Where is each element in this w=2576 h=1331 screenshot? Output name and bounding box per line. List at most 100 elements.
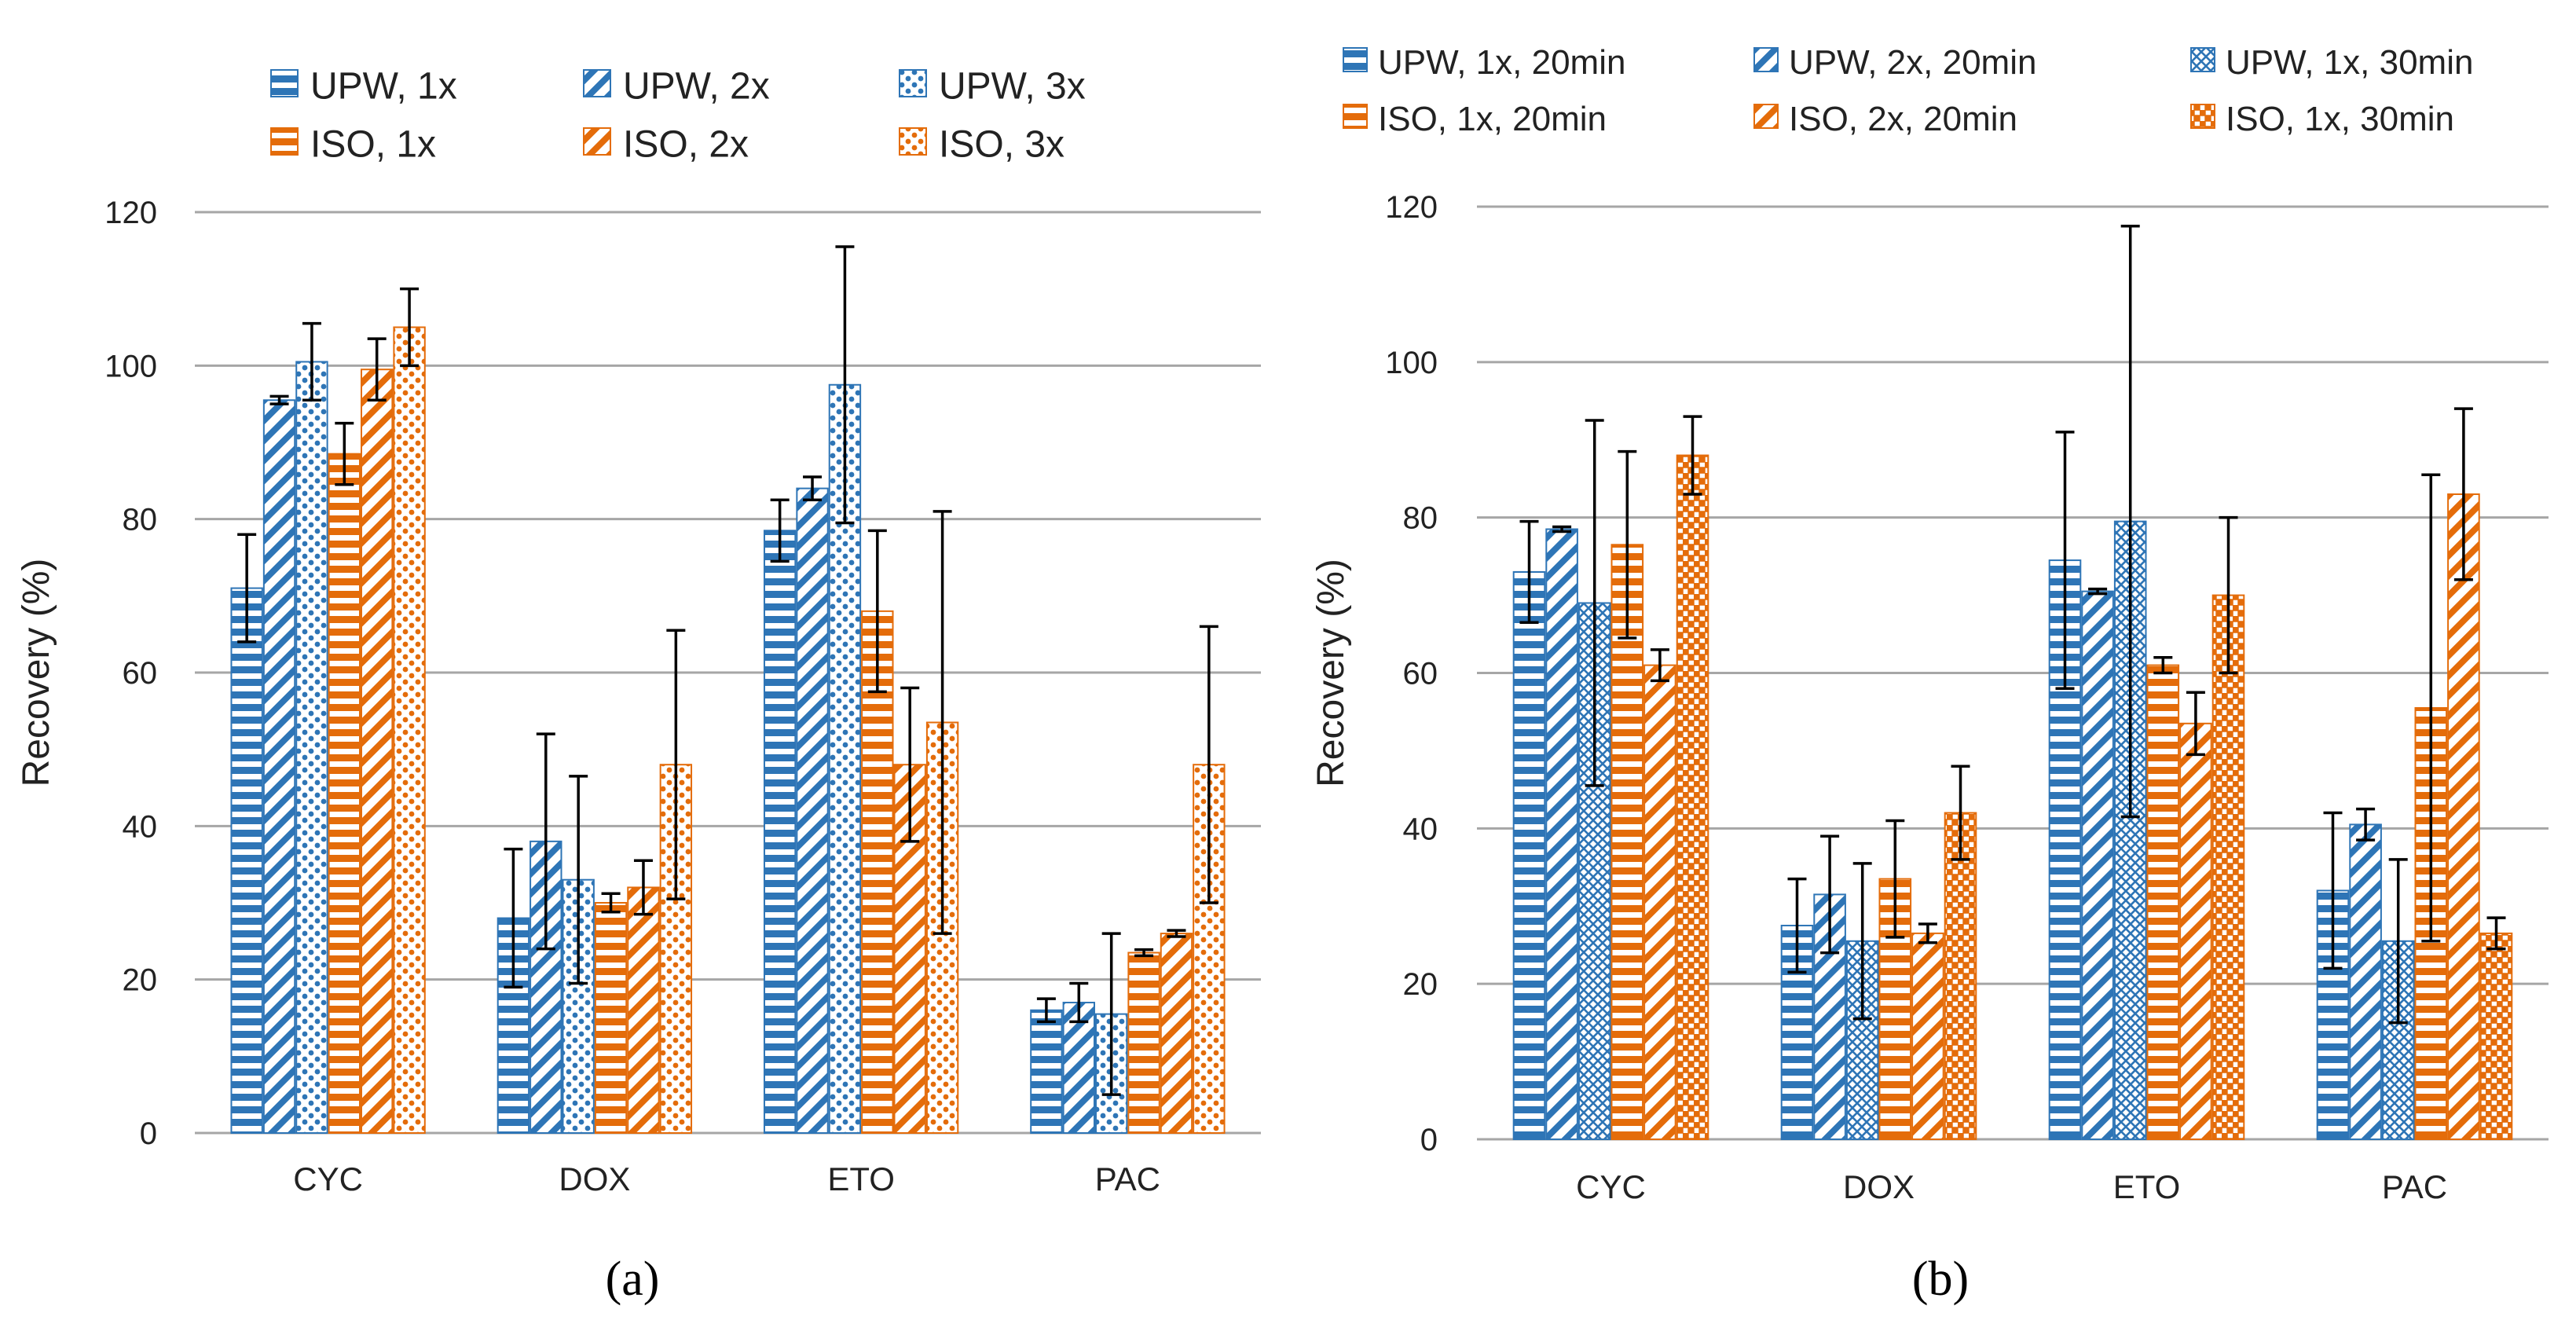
bar-dox-series-4: [1911, 932, 1944, 1141]
error-bar: [1167, 929, 1186, 938]
y-tick-label: 20: [1403, 967, 1438, 1002]
legend-item: UPW, 3x: [899, 65, 1086, 107]
chart-a: 0 20 40 60 80 100 120 Recovery (%) CYC DOX ETO PAC U…: [16, 65, 1261, 1306]
legend-swatch: [2190, 104, 2215, 129]
y-tick-label: 0: [140, 1116, 157, 1151]
error-bar: [237, 533, 257, 644]
error-bar: [367, 337, 387, 402]
error-bar: [269, 394, 289, 405]
error-bar: [1036, 997, 1056, 1024]
error-bar: [601, 892, 621, 914]
bar-eto-series-1: [2081, 590, 2114, 1140]
bar-dox-series-5: [1944, 812, 1977, 1141]
y-tick-label: 100: [1385, 346, 1438, 380]
y-tick-label: 40: [123, 809, 158, 844]
bar-pac-series-2: [2381, 940, 2415, 1140]
legend-label: ISO, 2x, 20min: [1789, 100, 2017, 138]
legend-item: ISO, 1x, 30min: [2190, 100, 2454, 138]
error-bar: [1650, 648, 1669, 683]
panel-label: (a): [606, 1252, 660, 1306]
error-bar: [900, 686, 920, 843]
y-tick-label: 40: [1403, 812, 1438, 846]
legend-item: UPW, 1x, 20min: [1343, 43, 1625, 82]
error-bar: [2088, 587, 2108, 596]
error-bar: [1134, 948, 1154, 958]
y-tick-label: 80: [123, 503, 158, 537]
bar-cyc-series-5: [1676, 454, 1709, 1140]
legend-label: ISO, 2x: [623, 123, 749, 165]
legend-swatch: [1753, 104, 1779, 129]
y-axis-label: Recovery (%): [1310, 559, 1352, 787]
legend-swatch: [899, 127, 927, 156]
legend-swatch: [1753, 47, 1779, 72]
error-bar: [1683, 415, 1702, 496]
error-bar: [2421, 473, 2441, 943]
y-tick-label: 100: [104, 349, 157, 383]
legend-label: UPW, 1x, 30min: [2226, 43, 2473, 82]
error-bar: [2186, 691, 2205, 757]
error-bar: [1820, 834, 1840, 955]
y-tick-label: 120: [1385, 190, 1438, 225]
error-bar: [2055, 431, 2075, 691]
y-tick-label: 80: [1403, 501, 1438, 536]
legend-item: UPW, 2x: [583, 65, 770, 107]
legend: UPW, 1x, 20min UPW, 2x, 20min UPW, 1x, 30m…: [1343, 43, 2473, 138]
error-bar: [400, 287, 420, 368]
legend-label: UPW, 1x: [310, 65, 457, 107]
legend-label: ISO, 1x: [310, 123, 436, 165]
bar-cyc-series-4: [1643, 664, 1676, 1140]
error-bar: [335, 421, 354, 486]
bar-eto-series-5: [2211, 594, 2245, 1140]
error-bar: [2153, 655, 2173, 675]
error-bar: [633, 859, 653, 916]
y-tick-label: 20: [123, 963, 158, 998]
error-bar: [1585, 419, 1604, 787]
legend-label: UPW, 3x: [939, 65, 1086, 107]
bar-pac-series-4: [2447, 493, 2480, 1140]
bar-eto-series-1: [796, 487, 829, 1134]
bar-dox-series-3: [594, 902, 628, 1134]
legend-label: UPW, 2x: [623, 65, 770, 107]
bar-pac-series-1: [2349, 823, 2382, 1140]
chart-b: 0 20 40 60 80 100 120 Recovery (%) CYC DOX ETO PAC U…: [1310, 43, 2549, 1306]
bar-cyc-series-0: [230, 587, 263, 1134]
error-bar: [2120, 224, 2140, 819]
bar-pac-series-0: [1030, 1009, 1063, 1134]
error-bar: [2219, 515, 2238, 675]
legend-label: UPW, 1x, 20min: [1378, 43, 1625, 82]
x-category-label: PAC: [1095, 1160, 1160, 1197]
bar-cyc-series-5: [393, 326, 426, 1134]
legend-swatch: [1343, 47, 1368, 72]
error-bar: [504, 847, 523, 989]
bar-pac-series-5: [2479, 932, 2513, 1141]
error-bar: [867, 529, 887, 694]
error-bar: [1618, 449, 1637, 640]
y-tick-label: 60: [1403, 657, 1438, 691]
error-bar: [770, 498, 790, 563]
bar-cyc-series-2: [295, 361, 328, 1134]
error-bar: [302, 321, 321, 402]
legend-item: ISO, 2x, 20min: [1753, 100, 2017, 138]
bar-cyc-series-0: [1512, 570, 1546, 1140]
legend: UPW, 1x UPW, 2x UPW, 3x ISO, 1x ISO, 2x ISO, …: [270, 65, 1086, 165]
legend-label: ISO, 1x, 30min: [2226, 100, 2454, 138]
legend-item: ISO, 2x: [583, 123, 749, 165]
bar-pac-series-1: [1062, 1001, 1095, 1135]
error-bar: [1069, 981, 1089, 1024]
error-bar: [1951, 764, 1970, 861]
error-bar: [1101, 932, 1121, 1096]
error-bar: [933, 510, 952, 935]
x-category-label: ETO: [827, 1160, 895, 1197]
bar-dox-series-4: [627, 886, 660, 1134]
legend-item: UPW, 2x, 20min: [1753, 43, 2036, 82]
x-category-label: CYC: [293, 1160, 363, 1197]
error-bar: [1787, 877, 1807, 974]
error-bar: [2453, 407, 2473, 581]
bar-cyc-series-3: [328, 453, 361, 1134]
error-bar: [666, 629, 686, 900]
error-bar: [1885, 819, 1905, 939]
bar-cyc-series-1: [1545, 528, 1578, 1140]
legend-swatch: [1343, 104, 1368, 129]
legend-label: UPW, 2x, 20min: [1789, 43, 2036, 82]
